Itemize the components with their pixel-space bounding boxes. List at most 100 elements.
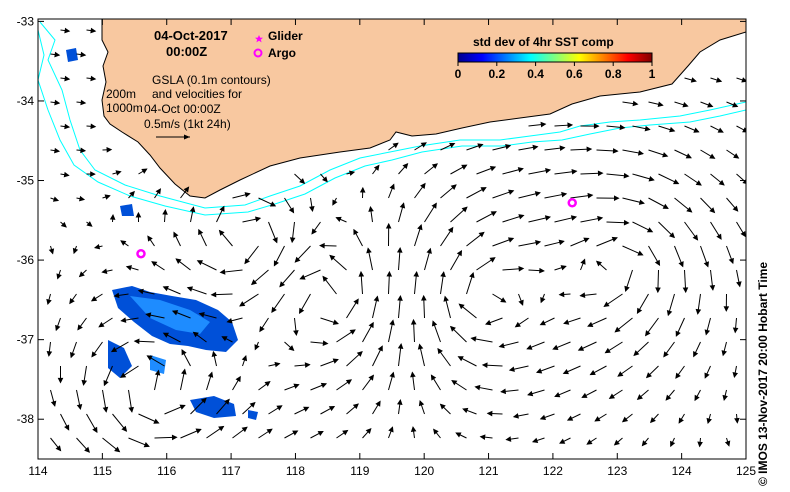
velocity-arrow-head bbox=[481, 362, 488, 369]
velocity-arrow-head bbox=[181, 368, 187, 375]
velocity-arrow-head bbox=[195, 428, 202, 434]
velocity-arrow-head bbox=[717, 127, 724, 133]
velocity-arrow-head bbox=[332, 319, 340, 325]
velocity-arrow-head bbox=[328, 406, 336, 412]
velocity-arrow-head bbox=[52, 196, 60, 202]
velocity-arrow-head bbox=[489, 257, 496, 263]
time-title: 00:00Z bbox=[166, 44, 207, 59]
contour-label-200m: 200m bbox=[106, 87, 136, 101]
velocity-arrow-head bbox=[120, 372, 127, 378]
velocity-arrow-head bbox=[633, 350, 640, 357]
velocity-arrow-head bbox=[613, 195, 620, 201]
velocity-arrow-head bbox=[693, 351, 699, 358]
colorbar-ticks: 0 0.2 0.4 0.6 0.8 1 bbox=[455, 62, 656, 81]
argo-markers bbox=[136, 198, 577, 259]
velocity-arrow-head bbox=[594, 416, 601, 422]
velocity-arrow-head bbox=[64, 27, 71, 34]
velocity-arrow-head bbox=[92, 426, 98, 434]
note-line-2: and velocities for bbox=[152, 87, 242, 101]
velocity-arrow-head bbox=[418, 399, 425, 407]
velocity-arrow-head bbox=[299, 307, 305, 315]
velocity-arrow-head bbox=[141, 168, 148, 174]
velocity-arrow-head bbox=[431, 202, 437, 209]
velocity-arrow-head bbox=[368, 205, 374, 212]
velocity-arrow-head bbox=[353, 228, 359, 236]
velocity-arrow-head bbox=[353, 298, 359, 305]
velocity-arrow-head bbox=[80, 51, 87, 58]
velocity-arrow-head bbox=[732, 102, 739, 108]
velocity-arrow-head bbox=[478, 231, 485, 238]
velocity-arrow-head bbox=[654, 259, 661, 267]
velocity-arrow-head bbox=[450, 184, 457, 191]
date-title: 04-Oct-2017 bbox=[154, 28, 228, 43]
velocity-arrow-head bbox=[101, 268, 108, 274]
velocity-arrow-head bbox=[207, 371, 214, 378]
velocity-arrow-head bbox=[505, 144, 512, 150]
contour-1000m bbox=[38, 29, 746, 216]
argo-circle-icon bbox=[253, 48, 263, 58]
velocity-arrow-head bbox=[120, 240, 127, 246]
velocity-arrow-head bbox=[732, 327, 739, 334]
velocity-arrow-head bbox=[669, 126, 676, 133]
velocity-arrow-head bbox=[304, 362, 311, 368]
velocity-arrow-head bbox=[597, 215, 604, 222]
velocity-arrow-head bbox=[417, 223, 423, 231]
velocity-arrow-head bbox=[175, 258, 182, 265]
velocity-arrow-head bbox=[224, 398, 230, 405]
velocity-arrow-head bbox=[84, 446, 91, 453]
velocity-arrow-head bbox=[241, 426, 248, 433]
velocity-arrow-head bbox=[431, 320, 438, 327]
velocity-arrow-head bbox=[279, 281, 286, 288]
velocity-arrow-head bbox=[563, 319, 570, 325]
x-tick-label: 118 bbox=[286, 464, 305, 478]
velocity-arrow-head bbox=[183, 186, 190, 193]
glider-label: Glider bbox=[268, 29, 303, 43]
x-tick-label: 117 bbox=[222, 464, 241, 478]
velocity-arrow-head bbox=[352, 403, 359, 410]
velocity-arrow-head bbox=[593, 123, 600, 129]
colorbar-title: std dev of 4hr SST comp bbox=[473, 35, 614, 49]
velocity-arrow-head bbox=[81, 379, 88, 386]
velocity-arrow-head bbox=[80, 99, 87, 106]
velocity-arrow-head bbox=[239, 301, 246, 307]
velocity-arrow-head bbox=[147, 235, 153, 242]
velocity-arrow-head bbox=[181, 349, 187, 356]
velocity-arrow-head bbox=[518, 265, 525, 272]
velocity-arrow-head bbox=[715, 77, 723, 83]
velocity-arrow-head bbox=[299, 274, 306, 280]
contour-label-1000m: 1000m bbox=[106, 101, 143, 115]
velocity-arrow-head bbox=[241, 355, 248, 362]
velocity-arrow-head bbox=[397, 294, 403, 301]
velocity-arrow-head bbox=[349, 329, 356, 335]
velocity-arrow-head bbox=[673, 179, 680, 185]
velocity-arrow-head bbox=[566, 415, 574, 421]
velocity-arrow-head bbox=[319, 242, 325, 249]
velocity-arrow-head bbox=[552, 344, 559, 350]
velocity-arrow-head bbox=[421, 294, 427, 301]
velocity-arrow-head bbox=[293, 383, 300, 389]
velocity-arrow-head bbox=[461, 206, 468, 213]
velocity-arrow-head bbox=[534, 191, 541, 197]
velocity-arrow-head bbox=[540, 297, 546, 304]
velocity-arrow-head bbox=[704, 372, 710, 379]
velocity-arrow-head bbox=[614, 326, 621, 333]
velocity-arrow-head bbox=[69, 352, 76, 359]
contour-200m bbox=[39, 21, 746, 209]
velocity-arrow-head bbox=[638, 199, 645, 205]
sst-stddev-patch bbox=[66, 48, 258, 420]
velocity-arrow-head bbox=[517, 167, 524, 173]
velocity-arrow-head bbox=[110, 346, 118, 353]
velocity-arrow-head bbox=[433, 428, 439, 435]
velocity-arrow-head bbox=[410, 318, 417, 325]
glider-legend-item: Glider bbox=[254, 29, 303, 43]
velocity-arrow-head bbox=[644, 125, 651, 132]
velocity-arrow-head bbox=[46, 298, 52, 306]
velocity-arrow-head bbox=[670, 440, 676, 448]
velocity-arrow-head bbox=[55, 445, 62, 452]
velocity-arrow-head bbox=[292, 430, 299, 436]
x-tick-label: 124 bbox=[672, 464, 692, 478]
velocity-arrow-head bbox=[98, 321, 105, 328]
velocity-arrow-head bbox=[489, 165, 497, 172]
velocity-arrow-head bbox=[90, 171, 96, 177]
velocity-arrow-head bbox=[655, 287, 661, 294]
